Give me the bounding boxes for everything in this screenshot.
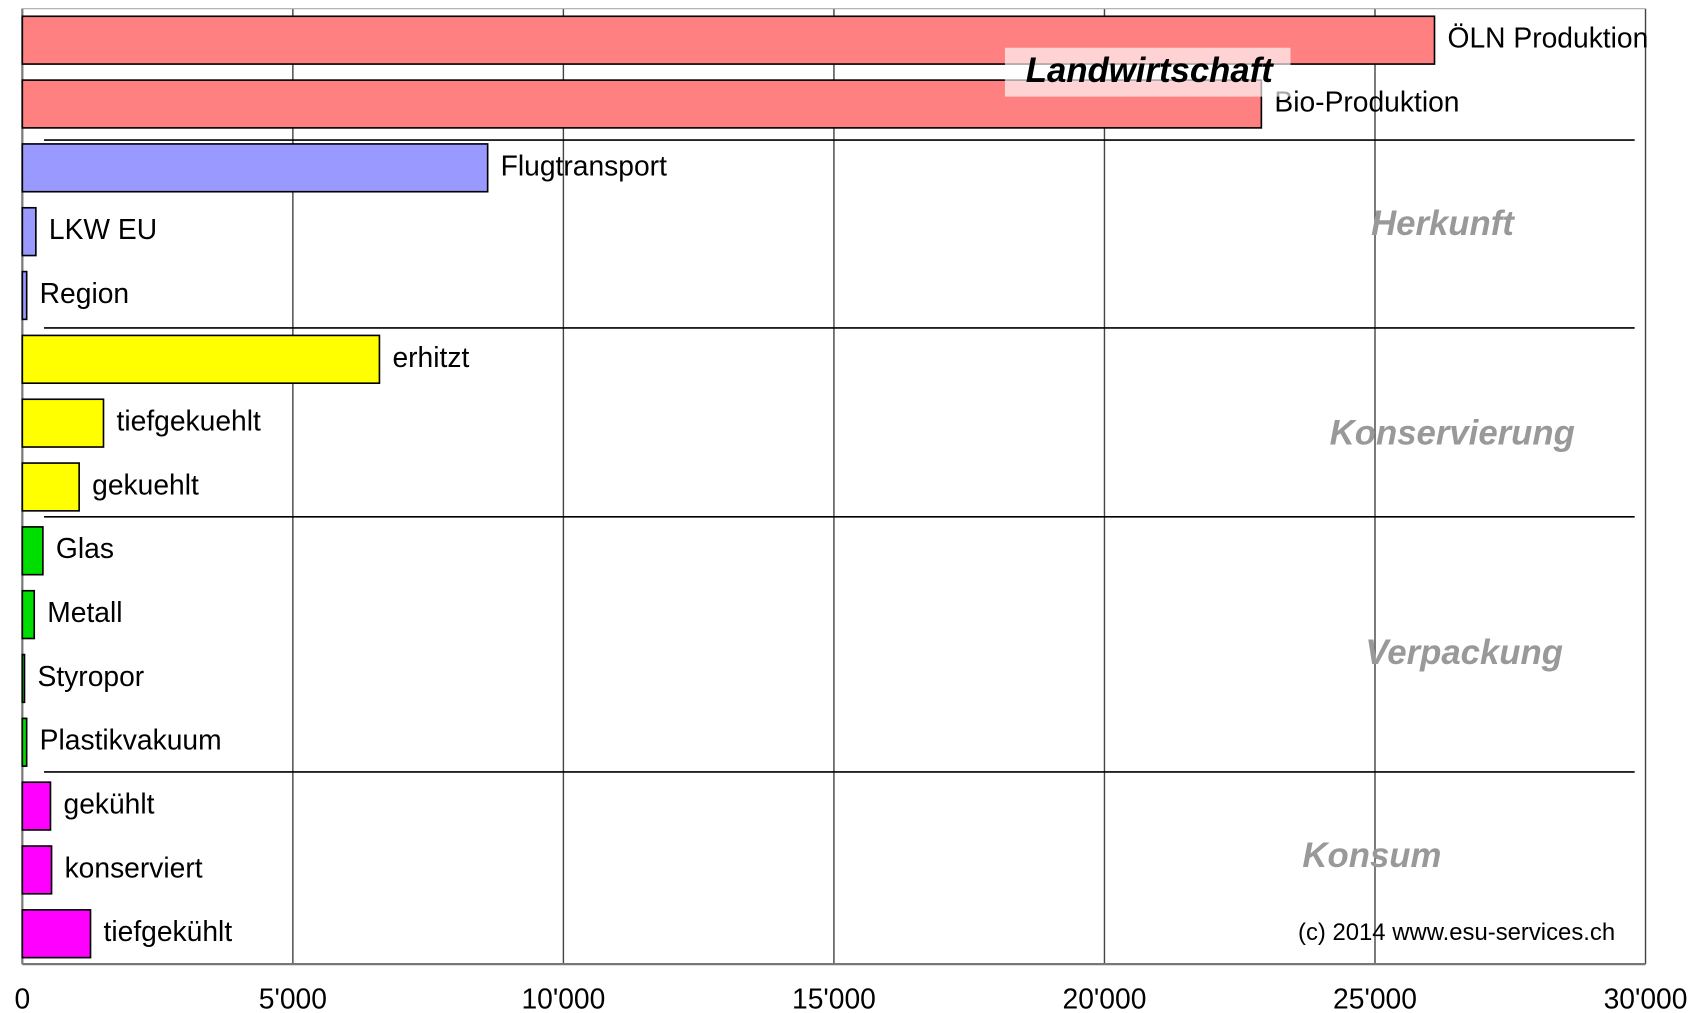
bar-label: Bio-Produktion (1274, 85, 1459, 117)
x-tick-label: 5'000 (259, 983, 327, 1013)
bar-label: ÖLN Produktion (1448, 22, 1649, 54)
bar-label: gekühlt (63, 788, 154, 820)
bar-label: konserviert (65, 851, 203, 883)
bar-label: Styropor (38, 660, 145, 692)
bar (21, 589, 36, 640)
bar (21, 845, 53, 895)
x-tick-label: 30'000 (1604, 983, 1688, 1013)
bar (21, 334, 381, 385)
bar (21, 909, 92, 959)
x-tick-label: 10'000 (521, 983, 605, 1013)
group-label: Verpackung (1365, 634, 1563, 672)
bar-label: gekuehlt (92, 468, 199, 500)
bar (21, 143, 489, 193)
x-tick-label: 15'000 (792, 983, 876, 1013)
bar-label: erhitzt (392, 341, 469, 373)
x-tick-label: 20'000 (1063, 983, 1147, 1013)
group-label: Konservierung (1330, 415, 1575, 453)
bar (21, 653, 26, 704)
bar (21, 398, 105, 448)
bar (21, 717, 28, 767)
bar (21, 270, 28, 321)
bar (21, 781, 52, 831)
label-background (1004, 47, 1291, 97)
bar (21, 206, 37, 257)
bar-label: Metall (47, 596, 122, 628)
bar (21, 462, 80, 512)
bar-label: Region (40, 277, 129, 309)
group-label: Landwirtschaft (1026, 52, 1274, 90)
bar-label: Flugtransport (501, 149, 667, 181)
copyright: (c) 2014 www.esu-services.ch (1298, 919, 1615, 946)
bar-label: LKW EU (49, 213, 157, 245)
bar (21, 526, 44, 576)
x-tick-label: 0 (14, 983, 30, 1013)
group-label: Herkunft (1371, 205, 1515, 243)
bar-label: Plastikvakuum (40, 724, 222, 756)
bar-label: Glas (56, 532, 114, 564)
x-tick-label: 25'000 (1333, 983, 1417, 1013)
bar-label: tiefgekühlt (104, 915, 233, 947)
bar-label: tiefgekuehlt (117, 405, 261, 437)
group-label: Konsum (1302, 837, 1441, 875)
